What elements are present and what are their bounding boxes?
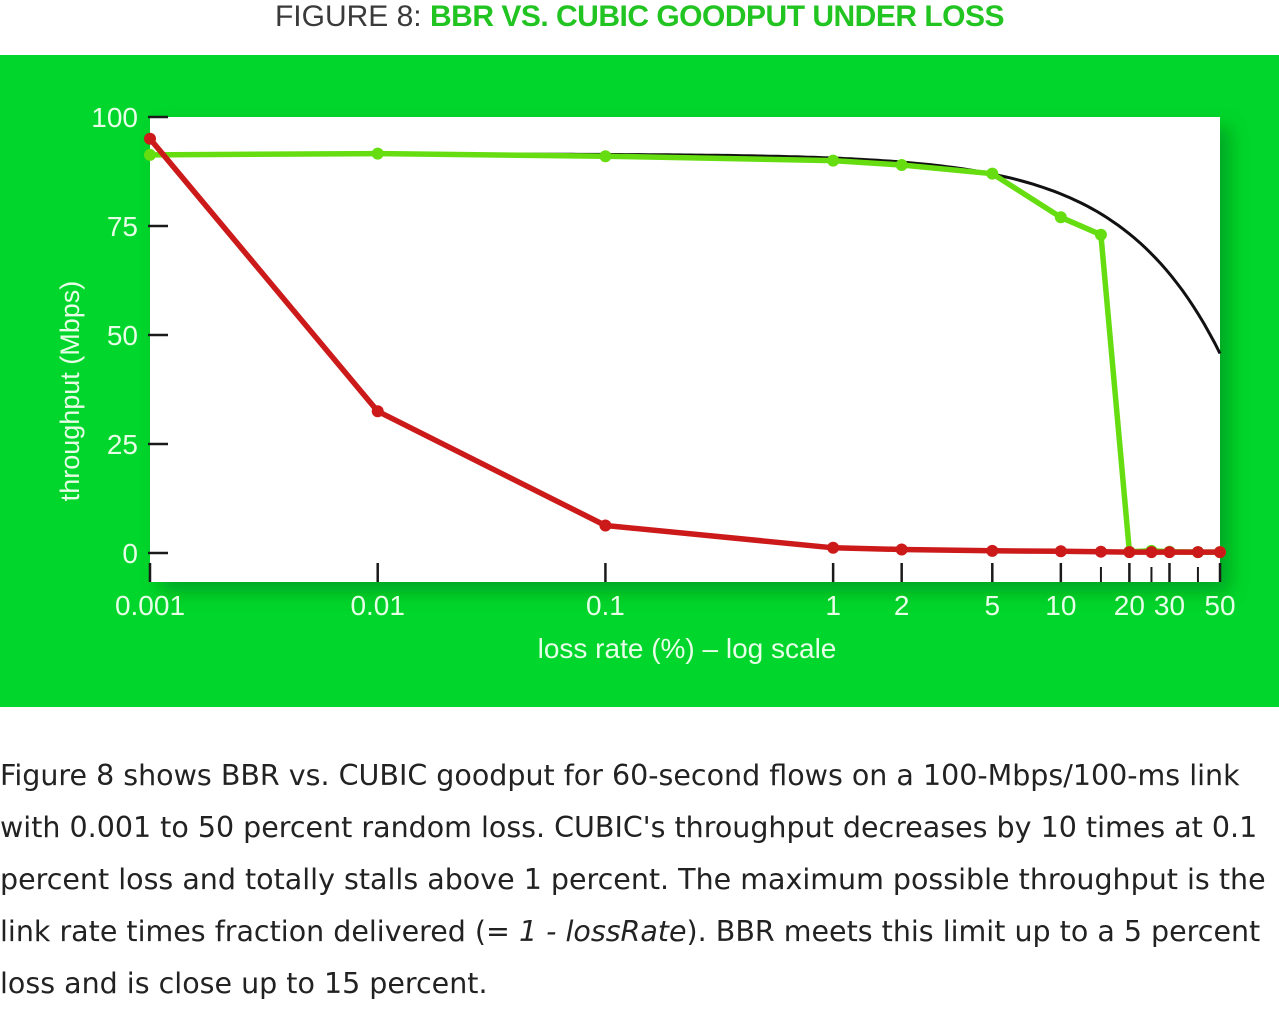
caption-text-end: ). BBR meets this limit up to a 5 percen… [0, 915, 1261, 1000]
plot-area [150, 117, 1220, 582]
data-point-cubic [144, 132, 156, 145]
data-point-bbr [986, 167, 999, 180]
x-tick-label: 30 [1154, 590, 1185, 621]
x-tick-label: 5 [985, 590, 1001, 621]
x-tick-label: 0.001 [115, 590, 185, 621]
x-tick-label: 20 [1114, 590, 1145, 621]
caption-formula: = 1 - lossRate [486, 915, 687, 948]
data-point-cubic [1191, 546, 1204, 559]
series-layer [144, 132, 1226, 559]
data-point-bbr [827, 154, 840, 167]
x-tick-label: 10 [1045, 590, 1076, 621]
data-point-bbr [1094, 228, 1107, 241]
y-axis-label: throughput (Mbps) [55, 281, 85, 502]
figure-title: FIGURE 8: BBR VS. CUBIC GOODPUT UNDER LO… [0, 0, 1279, 50]
x-tick-label: 1 [825, 590, 841, 621]
data-point-cubic [986, 544, 999, 557]
data-point-bbr [895, 158, 908, 171]
data-point-bbr [1054, 211, 1067, 224]
data-point-cubic [1054, 545, 1067, 558]
y-tick-label: 75 [107, 211, 138, 242]
figure-heading: BBR VS. CUBIC GOODPUT UNDER LOSS [430, 0, 1005, 33]
y-tick-label: 100 [91, 102, 138, 133]
x-tick-label: 2 [894, 590, 910, 621]
figure-number: FIGURE 8: [274, 0, 422, 33]
chart-panel: 0 25 50 75 100 0.001 0.01 0.1 1 2 5 10 20 30 50 throug… [0, 55, 1279, 707]
data-point-cubic [1214, 546, 1226, 559]
data-point-cubic [1163, 546, 1176, 559]
x-tick-label: 50 [1204, 590, 1235, 621]
y-tick-label: 50 [107, 320, 138, 351]
data-point-bbr [144, 148, 156, 161]
x-tick-label: 0.1 [586, 590, 625, 621]
data-point-cubic [1123, 546, 1136, 559]
y-tick-label: 0 [122, 538, 138, 569]
data-point-cubic [1094, 545, 1107, 558]
x-axis-label: loss rate (%) – log scale [538, 633, 837, 664]
data-point-cubic [827, 541, 840, 554]
data-point-cubic [895, 543, 908, 556]
data-point-cubic [1145, 546, 1158, 559]
x-tick-label: 0.01 [350, 590, 405, 621]
y-tick-label: 25 [107, 429, 138, 460]
data-point-cubic [599, 519, 612, 532]
caption-text-start: Figure 8 shows BBR vs. CUBIC goodput for… [0, 759, 1266, 948]
data-point-bbr [371, 147, 384, 160]
data-point-bbr [599, 150, 612, 163]
data-point-cubic [371, 405, 384, 418]
figure-caption: Figure 8 shows BBR vs. CUBIC goodput for… [0, 750, 1279, 1010]
